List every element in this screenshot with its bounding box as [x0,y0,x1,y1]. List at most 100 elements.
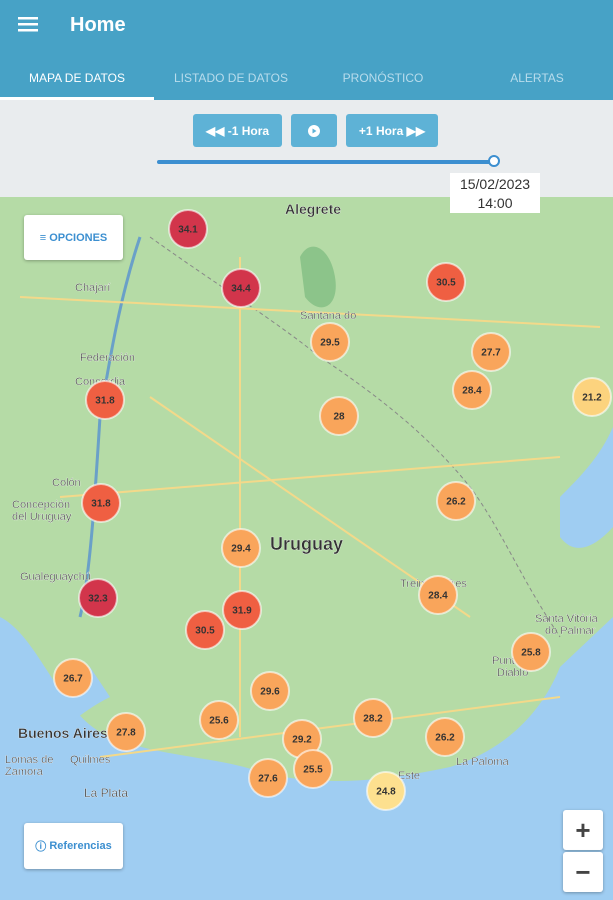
station-marker[interactable]: 30.5 [185,610,225,650]
map[interactable]: AlegreteUruguayChajaríFederaciónConcordi… [0,197,613,900]
marker-circle [248,758,288,798]
station-marker[interactable]: 31.8 [85,380,125,420]
place-label: La Plata [84,786,128,800]
marker-label: 30.5 [195,626,215,637]
marker-label: 26.2 [435,733,455,744]
marker-circle [222,590,262,630]
marker-label: 27.6 [258,774,278,785]
marker-circle [53,658,93,698]
menu-icon[interactable] [18,16,40,34]
marker-circle [168,209,208,249]
place-label: Concepción [12,499,70,511]
zoom-in[interactable]: + [563,810,603,850]
marker-circle [85,380,125,420]
station-marker[interactable]: 28.4 [452,370,492,410]
station-marker[interactable]: 26.2 [436,481,476,521]
tab[interactable]: ALERTAS [510,71,564,85]
station-marker[interactable]: 34.4 [221,268,261,308]
marker-circle [81,483,121,523]
station-marker[interactable]: 32.3 [78,578,118,618]
options-button[interactable]: ≡ OPCIONES [24,215,123,260]
station-marker[interactable]: 28.2 [353,698,393,738]
marker-circle [425,717,465,757]
station-marker[interactable]: 25.8 [511,632,551,672]
slider-knob[interactable] [488,155,500,167]
references-button[interactable]: ⓘ Referencias [24,823,123,869]
marker-label: 25.5 [303,765,323,776]
station-marker[interactable]: 28 [319,396,359,436]
station-marker[interactable]: 26.2 [425,717,465,757]
marker-circle [293,749,333,789]
marker-label: 31.9 [232,606,252,617]
marker-circle [310,322,350,362]
tab[interactable]: LISTADO DE DATOS [173,71,289,85]
marker-circle [511,632,551,672]
title: Home [70,14,126,36]
place-label: Este [398,770,420,782]
marker-label: 29.2 [292,735,312,746]
marker-label: 26.7 [63,674,83,685]
place-label: Santana do [300,310,356,322]
marker-label: 26.2 [446,497,466,508]
time-slider[interactable] [157,160,495,164]
marker-label: 28.2 [363,714,383,725]
station-marker[interactable]: 28.4 [418,575,458,615]
marker-circle [452,370,492,410]
marker-label: 34.1 [178,225,198,236]
zoom-out[interactable]: − [563,852,603,892]
back-label: -1 Hora [227,123,270,138]
station-marker[interactable]: 27.7 [471,332,511,372]
marker-circle [78,578,118,618]
marker-label: 34.4 [231,284,251,295]
station-marker[interactable]: 29.6 [250,671,290,711]
date-box: 15/02/2023 14:00 [450,173,540,213]
marker-label: 31.8 [95,396,115,407]
marker-label: 27.8 [116,728,136,739]
station-marker[interactable]: 34.1 [168,209,208,249]
marker-label: 25.8 [521,648,541,659]
marker-circle [319,396,359,436]
station-marker[interactable]: 31.8 [81,483,121,523]
marker-label: 27.7 [481,348,501,359]
back-button[interactable]: ◀◀ -1 Hora [193,114,282,147]
station-marker[interactable]: 29.4 [221,528,261,568]
marker-label: 28.4 [428,591,448,602]
tab[interactable]: MAPA DE DATOS [28,71,126,85]
station-marker[interactable]: 26.7 [53,658,93,698]
station-marker[interactable]: 24.8 [366,771,406,811]
place-label: do Palmar [545,625,595,637]
marker-label: 24.8 [376,787,396,798]
station-marker[interactable]: 25.6 [199,700,239,740]
place-label: Lomas de [5,754,53,766]
station-marker[interactable]: 30.5 [426,262,466,302]
place-label: Zamora [5,766,44,778]
time: 14:00 [477,195,513,211]
place-label: Gualeguaychú [20,571,91,583]
marker-label: 21.2 [582,393,602,404]
marker-circle [221,528,261,568]
marker-circle [426,262,466,302]
place-label: Federación [80,352,135,364]
station-marker[interactable]: 29.2 [282,719,322,759]
station-marker[interactable]: 31.9 [222,590,262,630]
station-marker[interactable]: 27.6 [248,758,288,798]
station-marker[interactable]: 25.5 [293,749,333,789]
forward-button[interactable]: +1 Hora ▶▶ [346,114,438,147]
marker-label: 30.5 [436,278,456,289]
marker-circle [366,771,406,811]
play-button[interactable] [291,114,337,147]
marker-label: 31.8 [91,499,111,510]
place-label: Chajarí [75,282,110,294]
marker-circle [199,700,239,740]
station-marker[interactable]: 21.2 [572,377,612,417]
station-marker[interactable]: 27.8 [106,712,146,752]
place-label: Buenos Aires [18,725,108,741]
tab[interactable]: PRONÓSTICO [342,71,424,85]
marker-circle [418,575,458,615]
marker-circle [221,268,261,308]
marker-label: 25.6 [209,716,229,727]
marker-label: 28.4 [462,386,482,397]
place-label: Quilmes [70,754,111,766]
app-bar [0,0,613,100]
station-marker[interactable]: 29.5 [310,322,350,362]
